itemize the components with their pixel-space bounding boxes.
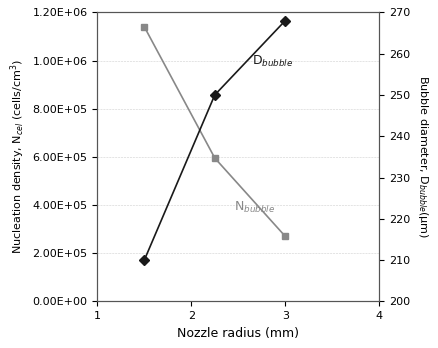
Text: N$_{bubble}$: N$_{bubble}$ <box>233 200 275 215</box>
Y-axis label: Nucleation density, N$_{cel}$ (cells/cm$^{3}$): Nucleation density, N$_{cel}$ (cells/cm$… <box>8 59 27 254</box>
Y-axis label: Bubble diameter, D$_{bubble}$(μm): Bubble diameter, D$_{bubble}$(μm) <box>416 75 430 238</box>
Text: D$_{bubble}$: D$_{bubble}$ <box>252 54 294 70</box>
X-axis label: Nozzle radius (mm): Nozzle radius (mm) <box>177 327 299 340</box>
